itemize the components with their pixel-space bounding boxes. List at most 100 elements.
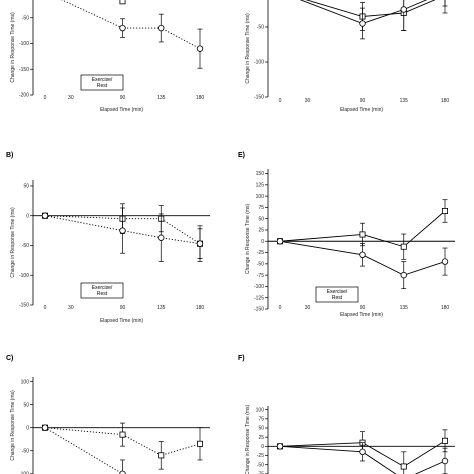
y-tick-label: -75 [257,273,264,279]
chart-panel-4: E) -150 -125 -100 -75 -50 -25 0 25 50 75 100 125 150 C… [238,152,455,318]
y-tick-label: -100 [19,471,29,474]
x-tick-label: 90 [360,98,366,104]
y-tick-label: -125 [254,295,264,301]
x-tick-label: 90 [120,305,126,311]
y-tick-label: -50 [22,448,29,454]
chart-panel-5: C) -100 -50 0 50 100 Change in Response Time (… [6,355,210,474]
data-point-circle [196,45,204,52]
data-point-circle [276,443,284,450]
exercise-rest-box [80,74,124,91]
y-tick-label: -100 [254,60,264,66]
y-tick-label: -75 [257,472,264,474]
x-axis-title: Elapsed Time (min) [340,312,383,318]
y-tick-label: 75 [258,205,264,211]
data-point-circle [359,448,366,456]
y-tick-label: -25 [257,250,264,256]
y-tick-label: -150 [254,307,264,313]
panel-label: F) [238,355,245,362]
y-tick-label: -25 [257,453,264,459]
x-tick-label: 180 [196,95,205,101]
data-point-circle [359,20,366,27]
x-tick-label: 135 [157,305,166,311]
data-point-circle [400,271,407,279]
data-point-square [400,463,407,470]
data-point-square [359,231,366,238]
data-point-square [441,437,448,444]
x-tick-label: 180 [441,98,450,104]
data-point-circle [276,238,284,245]
exercise-rest-label: Exercise/ [327,289,348,295]
y-axis-title: Change in Response Time (ms) [10,390,16,461]
y-tick-label: -150 [19,303,29,309]
x-tick-label: 180 [196,305,205,311]
data-point-circle [41,424,49,431]
y-tick-label: -200 [19,93,29,99]
x-tick-label: 0 [279,305,282,311]
series-line-circle [279,240,446,276]
y-tick-label: -50 [22,15,29,21]
x-tick-label: 90 [360,305,366,311]
x-tick-label: 135 [400,305,409,311]
x-tick-label: 30 [68,305,74,311]
exercise-rest-label: Rest [332,295,343,301]
y-tick-label: -100 [19,273,29,279]
series-line-circle [279,445,446,474]
series-line-square [44,215,201,245]
y-tick-label: 0 [26,425,29,431]
x-tick-label: 30 [305,98,311,104]
x-tick-label: 30 [68,95,74,101]
x-tick-label: 135 [157,95,166,101]
y-tick-label: -150 [19,67,29,73]
y-tick-label: 100 [21,379,30,385]
y-tick-label: 0 [261,239,264,245]
data-point-square [158,452,165,459]
x-tick-label: 135 [400,98,409,104]
x-tick-label: 0 [44,95,47,101]
data-point-circle [196,240,204,247]
series-line-circle [61,0,201,50]
y-axis-title: Change in Response Time (ms) [10,12,16,83]
y-tick-label: 150 [256,171,265,177]
data-point-square [119,0,126,5]
chart-panel-2: -150 -100 -50 Change in Response Time (ms) 0… [245,0,450,113]
chart-panel-3: B) -150 -100 -50 0 50 Change in Response Time … [6,152,210,324]
series-line-square [279,210,446,248]
series-line-circle [299,0,428,24]
chart-panel-1: -200 -150 -100 -50 Change in Response Time (… [10,0,205,113]
data-point-circle [158,24,165,32]
y-tick-label: -150 [254,95,264,101]
x-tick-label: 180 [441,305,450,311]
x-tick-label: 30 [305,305,311,311]
y-tick-label: 50 [23,402,29,408]
data-point-circle [400,6,407,13]
data-point-square [441,207,448,214]
data-point-circle [359,251,366,259]
series-line-square [44,427,201,456]
y-axis-title: Change in Response Time (ms) [245,13,251,84]
series-line-square [279,440,446,468]
y-tick-label: 50 [258,216,264,222]
y-tick-label: 25 [258,435,264,441]
y-tick-label: -50 [22,243,29,249]
exercise-rest-label: Rest [97,83,108,89]
series-line-circle [44,427,126,474]
exercise-rest-label: Exercise/ [92,285,113,291]
data-point-circle [441,457,449,465]
exercise-rest-label: Rest [97,291,108,297]
x-axis-title: Elapsed Time (min) [100,318,143,324]
exercise-rest-box [315,286,359,303]
y-tick-label: 75 [258,417,264,423]
y-tick-label: -100 [254,284,264,290]
y-tick-label: -50 [257,25,264,31]
x-tick-label: 0 [279,98,282,104]
y-tick-label: -50 [257,462,264,468]
chart-panel-6: F) -75 -50 -25 0 25 50 75 100 Change in Response … [238,355,455,474]
y-tick-label: 100 [256,407,265,413]
data-point-circle [119,24,126,32]
y-axis-title: Change in Response Time (ms) [245,405,251,474]
y-tick-label: 50 [23,184,29,190]
y-tick-label: -50 [257,262,264,268]
panel-label: B) [6,152,13,159]
series-line-square [305,0,436,17]
